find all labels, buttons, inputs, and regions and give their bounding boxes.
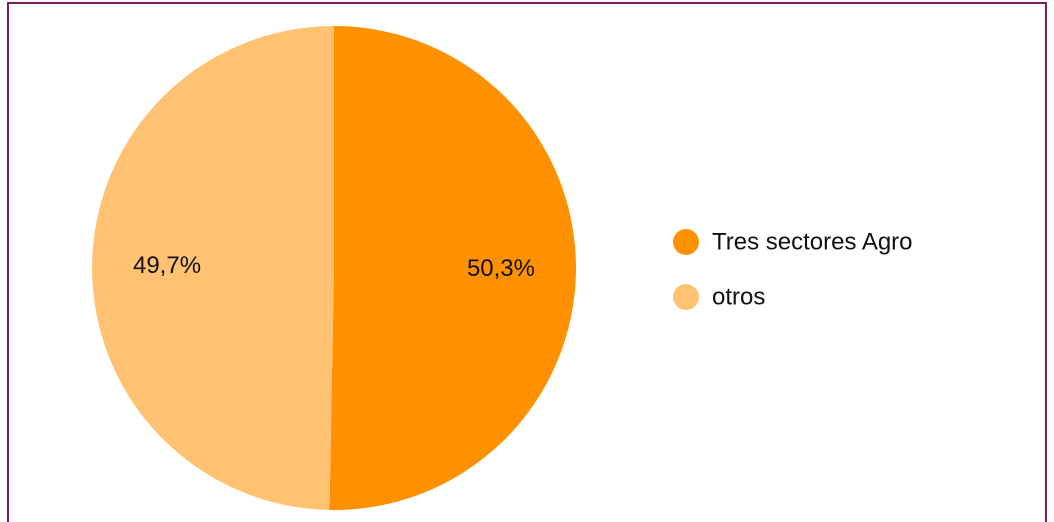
slice-label: 50,3% xyxy=(467,255,535,282)
slice-label: 49,7% xyxy=(133,252,201,279)
pie-slice xyxy=(329,26,577,511)
legend-label: Tres sectores Agro xyxy=(712,228,913,255)
legend-swatch xyxy=(673,284,699,310)
pie-slice xyxy=(92,26,335,510)
frame xyxy=(7,2,1047,522)
legend-label: otros xyxy=(712,283,765,310)
legend-swatch xyxy=(673,229,699,255)
